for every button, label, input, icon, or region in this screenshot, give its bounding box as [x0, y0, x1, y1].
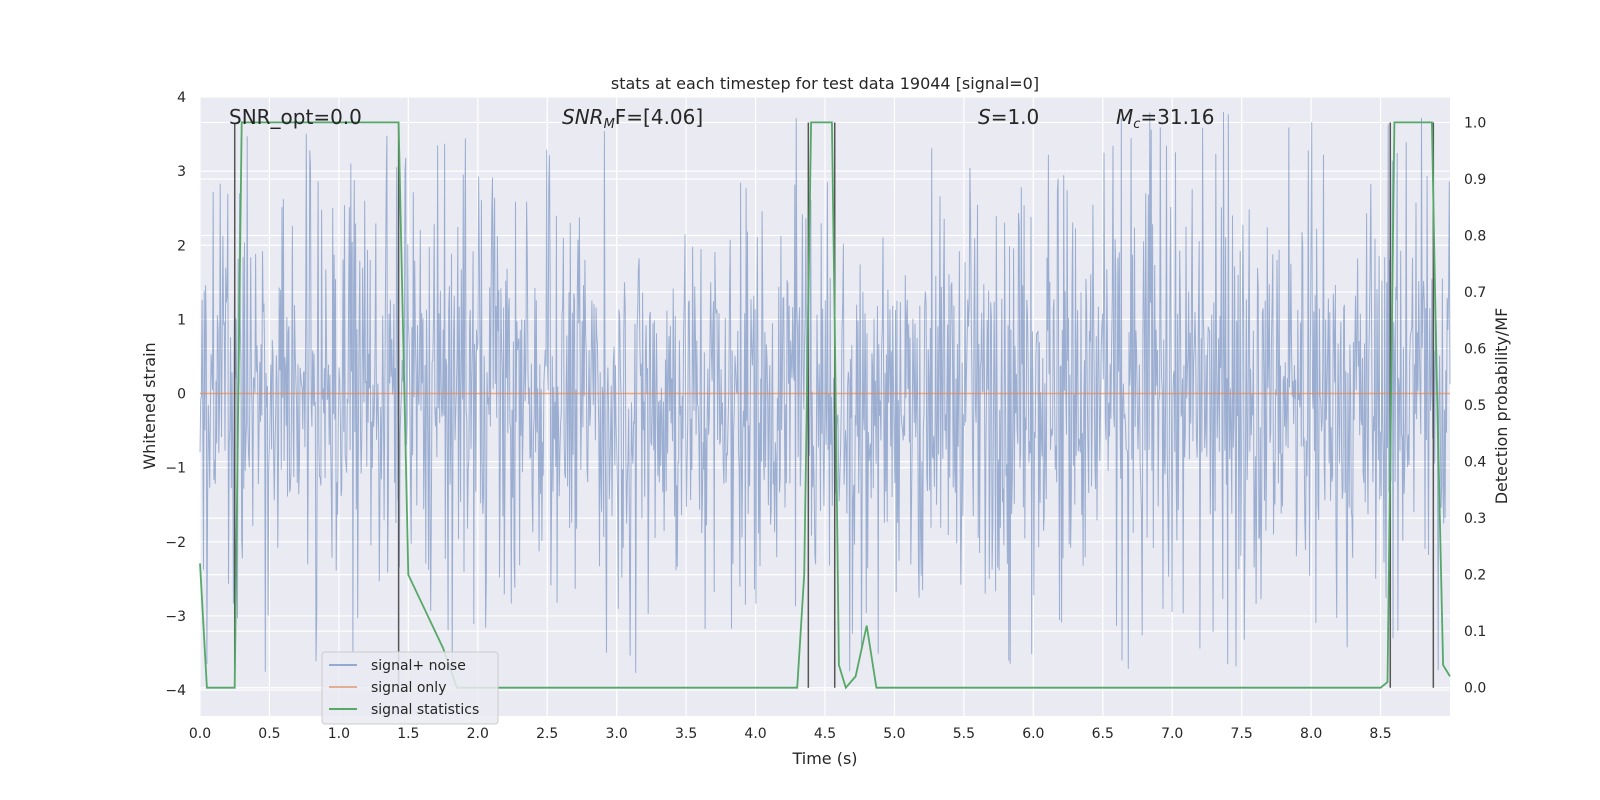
series-signal-noise — [199, 111, 1451, 673]
x-tick-label: 4.5 — [814, 726, 836, 742]
x-tick-label: 7.0 — [1161, 726, 1183, 742]
y-left-tick-label: −1 — [165, 461, 186, 477]
y-left-tick-label: 3 — [177, 164, 186, 180]
y-right-tick-label: 0.0 — [1464, 681, 1486, 697]
x-tick-label: 3.0 — [606, 726, 628, 742]
x-tick-label: 5.0 — [883, 726, 905, 742]
annotation-snr-opt: SNR_opt=0.0 — [229, 105, 362, 129]
y-right-tick-label: 0.3 — [1464, 511, 1486, 527]
x-tick-label: 0.0 — [189, 726, 211, 742]
y-left-axis-label: Whitened strain — [140, 342, 159, 469]
y-right-tick-label: 0.8 — [1464, 228, 1486, 244]
x-tick-label: 5.5 — [953, 726, 975, 742]
annotation-snr-mf-rest: F=[4.06] — [615, 105, 703, 129]
x-tick-label: 3.5 — [675, 726, 697, 742]
y-right-tick-label: 1.0 — [1464, 115, 1486, 131]
y-right-tick-labels: 1.0 0.9 0.8 0.7 0.6 0.5 0.4 0.3 0.2 0.1 0.0 — [1464, 115, 1486, 696]
annotation-s-label: S — [978, 105, 991, 129]
x-tick-labels: 0.0 0.5 1.0 1.5 2.0 2.5 3.0 3.5 4.0 4.5 5.0 5.5 6.0 6… — [189, 726, 1392, 742]
annotation-snr-mf: SNRMF=[4.06] — [562, 105, 703, 132]
y-left-tick-label: 0 — [177, 387, 186, 403]
y-right-tick-label: 0.9 — [1464, 172, 1486, 188]
x-tick-label: 6.0 — [1022, 726, 1044, 742]
y-right-tick-label: 0.5 — [1464, 398, 1486, 414]
x-tick-label: 6.5 — [1092, 726, 1114, 742]
y-left-tick-label: −3 — [165, 609, 186, 625]
annotation-mc-sub: c — [1133, 117, 1140, 132]
y-right-tick-label: 0.6 — [1464, 342, 1486, 358]
annotation-mc-value: =31.16 — [1140, 105, 1214, 129]
y-right-tick-label: 0.4 — [1464, 455, 1486, 471]
chart-title: stats at each timestep for test data 190… — [611, 74, 1039, 93]
y-right-tick-label: 0.7 — [1464, 285, 1486, 301]
annotation-mc-label: M — [1116, 105, 1133, 129]
annotation-snr-mf-sub: M — [604, 117, 615, 132]
x-tick-label: 8.5 — [1369, 726, 1391, 742]
legend: signal+ noise signal only signal statist… — [321, 651, 499, 725]
stats-line — [199, 121, 1451, 690]
annotation-s: S=1.0 — [978, 105, 1039, 129]
x-tick-label: 8.0 — [1300, 726, 1322, 742]
annotation-s-value: =1.0 — [991, 105, 1040, 129]
legend-label-signal: signal only — [371, 680, 446, 696]
legend-box — [321, 651, 499, 725]
y-right-tick-label: 0.1 — [1464, 624, 1486, 640]
x-tick-label: 4.0 — [744, 726, 766, 742]
y-right-tick-label: 0.2 — [1464, 568, 1486, 584]
x-tick-label: 1.0 — [328, 726, 350, 742]
x-tick-label: 2.0 — [467, 726, 489, 742]
y-left-tick-label: 4 — [177, 90, 186, 106]
noise-line — [199, 111, 1451, 673]
annotation-snr-mf-label: SNR — [562, 105, 604, 129]
y-left-tick-label: −4 — [165, 683, 186, 699]
legend-label-stats: signal statistics — [371, 702, 479, 718]
x-axis-label: Time (s) — [791, 749, 857, 768]
legend-label-noise: signal+ noise — [371, 658, 466, 674]
series-signal-statistics — [199, 121, 1451, 690]
y-left-tick-label: 1 — [177, 312, 186, 328]
x-tick-label: 1.5 — [397, 726, 419, 742]
y-left-tick-label: 2 — [177, 238, 186, 254]
y-right-axis-label: Detection probability/MF — [1492, 308, 1511, 505]
x-tick-label: 7.5 — [1231, 726, 1253, 742]
x-tick-label: 0.5 — [258, 726, 280, 742]
annotation-mc: Mc=31.16 — [1116, 105, 1214, 132]
x-tick-label: 2.5 — [536, 726, 558, 742]
y-left-tick-label: −2 — [165, 535, 186, 551]
y-left-tick-labels: 4 3 2 1 0 −1 −2 −3 −4 — [165, 90, 186, 699]
